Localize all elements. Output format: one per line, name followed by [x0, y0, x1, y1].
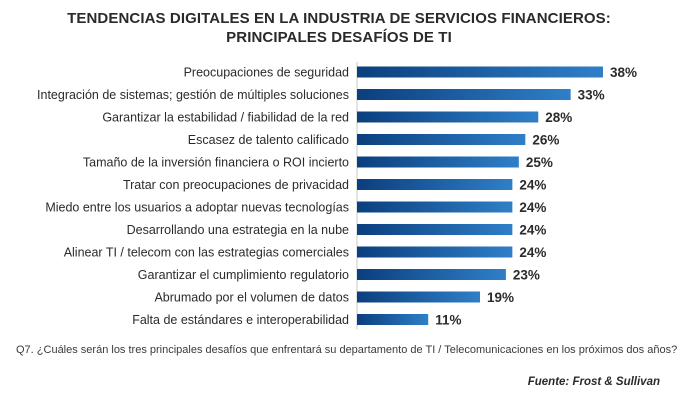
chart-subtitle: PRINCIPALES DESAFÍOS DE TI: [226, 29, 452, 46]
value-label: 26%: [532, 133, 559, 148]
category-label: Alinear TI / telecom con las estrategias…: [64, 246, 349, 260]
bar: [357, 66, 603, 78]
value-label: 24%: [519, 223, 546, 238]
bar: [357, 291, 480, 303]
value-label: 24%: [519, 178, 546, 193]
value-label: 24%: [519, 200, 546, 215]
category-label: Abrumado por el volumen de datos: [154, 291, 349, 305]
value-label: 19%: [487, 290, 514, 305]
survey-question-footnote: Q7. ¿Cuáles serán los tres principales d…: [16, 344, 678, 356]
category-label: Desarrollando una estrategia en la nube: [127, 223, 349, 237]
category-label: Integración de sistemas; gestión de múlt…: [37, 88, 349, 102]
bar: [357, 156, 519, 168]
category-label: Garantizar la estabilidad / fiabilidad d…: [102, 111, 349, 125]
bar: [357, 134, 526, 145]
value-label: 28%: [545, 110, 572, 125]
value-label: 24%: [519, 245, 546, 260]
category-label: Preocupaciones de seguridad: [184, 66, 349, 80]
category-label: Tratar con preocupaciones de privacidad: [123, 178, 349, 192]
category-label: Garantizar el cumplimiento regulatorio: [138, 268, 349, 282]
value-label: 25%: [526, 155, 553, 170]
bar: [357, 314, 429, 325]
bar: [357, 201, 513, 213]
bar: [357, 111, 539, 123]
value-label: 23%: [513, 268, 540, 283]
category-label: Escasez de talento calificado: [188, 133, 349, 147]
category-label: Miedo entre los usuarios a adoptar nueva…: [45, 201, 349, 215]
bar: [357, 246, 513, 258]
bar: [357, 89, 571, 100]
category-label: Tamaño de la inversión financiera o ROI …: [83, 156, 349, 170]
category-label: Falta de estándares e interoperabilidad: [132, 313, 349, 327]
source-credit: Fuente: Frost & Sullivan: [527, 376, 660, 388]
bar: [357, 179, 513, 190]
chart-title: TENDENCIAS DIGITALES EN LA INDUSTRIA DE …: [67, 10, 611, 27]
bar: [357, 269, 506, 280]
bar: [357, 224, 513, 235]
value-label: 33%: [578, 88, 605, 103]
value-label: 38%: [610, 65, 637, 80]
value-label: 11%: [435, 313, 461, 328]
